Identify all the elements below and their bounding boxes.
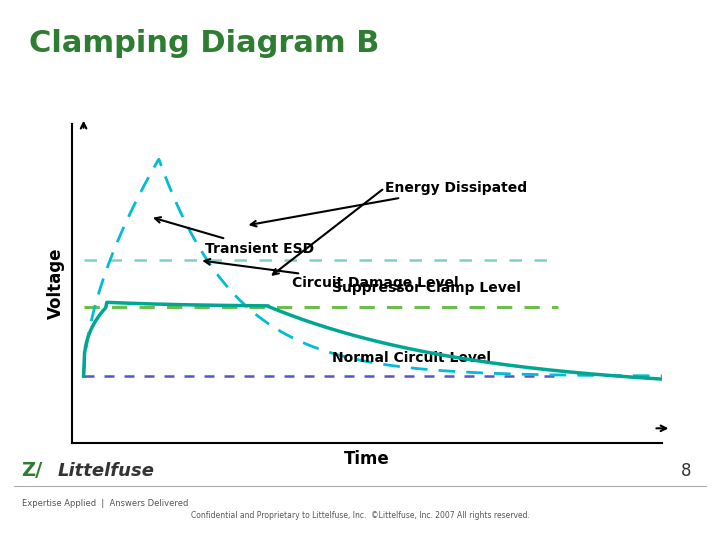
Text: Suppressor Clamp Level: Suppressor Clamp Level: [333, 281, 521, 295]
Text: Clamping Diagram B: Clamping Diagram B: [29, 29, 379, 58]
Text: Circuit Damage Level: Circuit Damage Level: [204, 259, 459, 291]
Text: Transient ESD: Transient ESD: [155, 217, 314, 256]
Text: Expertise Applied  |  Answers Delivered: Expertise Applied | Answers Delivered: [22, 499, 188, 508]
Text: Normal Circuit Level: Normal Circuit Level: [333, 350, 492, 365]
Text: CIRCUIT
PROTECTION
SOLUTIONS: CIRCUIT PROTECTION SOLUTIONS: [532, 24, 588, 54]
Text: 8: 8: [680, 462, 691, 480]
Text: Confidential and Proprietary to Littelfuse, Inc.  ©Littelfuse, Inc. 2007 All rig: Confidential and Proprietary to Littelfu…: [191, 511, 529, 521]
Y-axis label: Voltage: Voltage: [47, 248, 65, 319]
Text: Energy Dissipated: Energy Dissipated: [251, 181, 527, 226]
Text: Littelfuse: Littelfuse: [58, 462, 155, 480]
X-axis label: Time: Time: [344, 450, 390, 468]
Text: Z/: Z/: [22, 461, 43, 481]
